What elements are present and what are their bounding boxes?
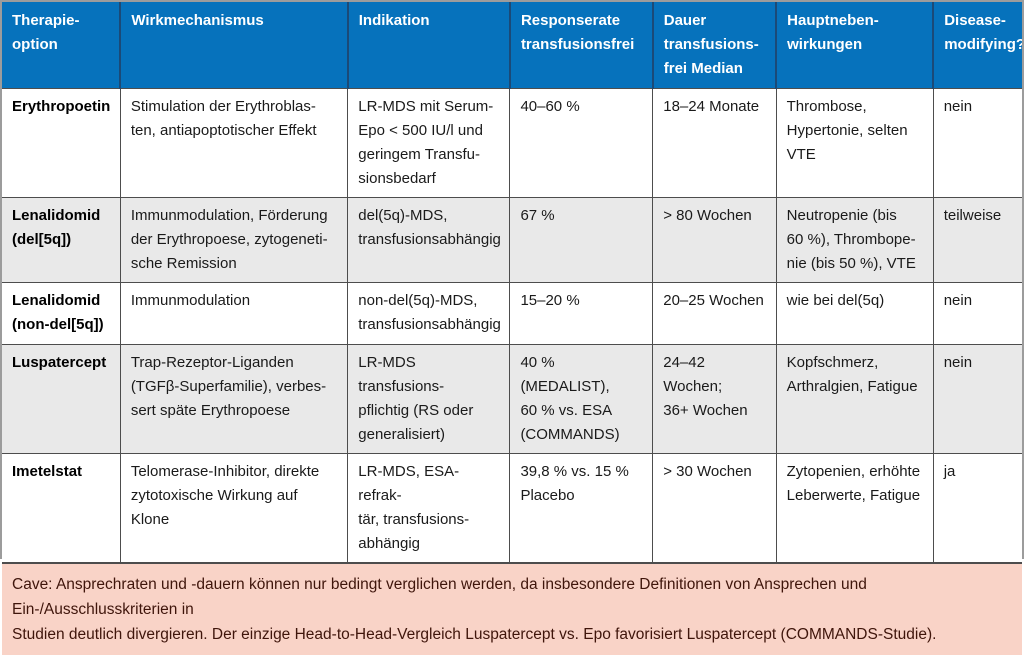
cell-wirkmechanismus: Immunmodulation [119, 282, 349, 345]
cell-responserate: 40 % (MEDALIST), 60 % vs. ESA (COMMANDS) [509, 344, 654, 454]
cell-responserate: 40–60 % [509, 88, 654, 198]
cell-disease-modifying: nein [932, 344, 1022, 454]
cell-therapieoption: Imetelstat [2, 453, 121, 563]
cell-therapieoption: Lenalidomid (non-del[5q]) [2, 282, 121, 345]
cell-wirkmechanismus: Immunmodulation, Förderung der Erythropo… [119, 197, 349, 283]
table-row-luspatercept: Luspatercept Trap-Rezeptor-Liganden (TGF… [2, 344, 1022, 454]
cell-disease-modifying: nein [932, 282, 1022, 345]
col-header-disease-modifying: Disease- modifying? [933, 2, 1022, 89]
cell-indikation: del(5q)-MDS, transfusionsabhängig [347, 197, 511, 283]
cell-indikation: LR-MDS transfusions- pflichtig (RS oder … [347, 344, 511, 454]
cell-indikation: LR-MDS mit Serum- Epo < 500 IU/l und ger… [347, 88, 511, 198]
cell-therapieoption: Erythropoetin [2, 88, 121, 198]
col-header-wirkmechanismus: Wirkmechanismus [120, 2, 349, 89]
cell-therapieoption: Luspatercept [2, 344, 121, 454]
cell-nebenwirkungen: Kopfschmerz, Arthralgien, Fatigue [775, 344, 934, 454]
cell-wirkmechanismus: Trap-Rezeptor-Liganden (TGFβ-Superfamili… [119, 344, 349, 454]
cell-wirkmechanismus: Stimulation der Erythroblas- ten, antiap… [119, 88, 349, 198]
cell-dauer: > 80 Wochen [652, 197, 777, 283]
table-row-lenalidomid-non-del5q: Lenalidomid (non-del[5q]) Immunmodulatio… [2, 282, 1022, 345]
cell-dauer: 18–24 Monate [652, 88, 777, 198]
cell-dauer: 20–25 Wochen [652, 282, 777, 345]
cell-responserate: 39,8 % vs. 15 % Placebo [509, 453, 654, 563]
cell-responserate: 67 % [509, 197, 654, 283]
cell-nebenwirkungen: wie bei del(5q) [775, 282, 934, 345]
col-header-responserate: Responserate transfusionsfrei [509, 2, 654, 89]
cell-indikation: LR-MDS, ESA-refrak- tär, transfusions- a… [347, 453, 511, 563]
cell-nebenwirkungen: Thrombose, Hypertonie, selten VTE [775, 88, 934, 198]
cell-wirkmechanismus: Telomerase-Inhibitor, direkte zytotoxisc… [119, 453, 349, 563]
col-header-dauer: Dauer transfusions- frei Median [652, 2, 778, 89]
therapy-comparison-table: Therapie- option Wirkmechanismus Indikat… [2, 2, 1022, 563]
cell-dauer: > 30 Wochen [652, 453, 777, 563]
col-header-indikation: Indikation [347, 2, 511, 89]
table-row-lenalidomid-del5q: Lenalidomid (del[5q]) Immunmodulation, F… [2, 197, 1022, 283]
cell-nebenwirkungen: Zytopenien, erhöhte Leberwerte, Fatigue [775, 453, 934, 563]
table-row-imetelstat: Imetelstat Telomerase-Inhibitor, direkte… [2, 453, 1022, 563]
header-row: Therapie- option Wirkmechanismus Indikat… [2, 2, 1022, 89]
col-header-therapieoption: Therapie- option [2, 2, 122, 89]
cell-disease-modifying: teilweise [932, 197, 1022, 283]
cell-responserate: 15–20 % [509, 282, 654, 345]
cell-dauer: 24–42 Wochen; 36+ Wochen [652, 344, 777, 454]
col-header-nebenwirkungen: Hauptneben- wirkungen [776, 2, 935, 89]
cave-footnote: Cave: Ansprechraten und -dauern können n… [2, 563, 1022, 655]
table-header: Therapie- option Wirkmechanismus Indikat… [2, 2, 1022, 89]
cell-therapieoption: Lenalidomid (del[5q]) [2, 197, 121, 283]
cell-nebenwirkungen: Neutropenie (bis 60 %), Thrombope- nie (… [775, 197, 934, 283]
cell-indikation: non-del(5q)-MDS, transfusionsabhängig [347, 282, 511, 345]
table-row-erythropoetin: Erythropoetin Stimulation der Erythrobla… [2, 88, 1022, 198]
cell-disease-modifying: nein [932, 88, 1022, 198]
cell-disease-modifying: ja [932, 453, 1022, 563]
